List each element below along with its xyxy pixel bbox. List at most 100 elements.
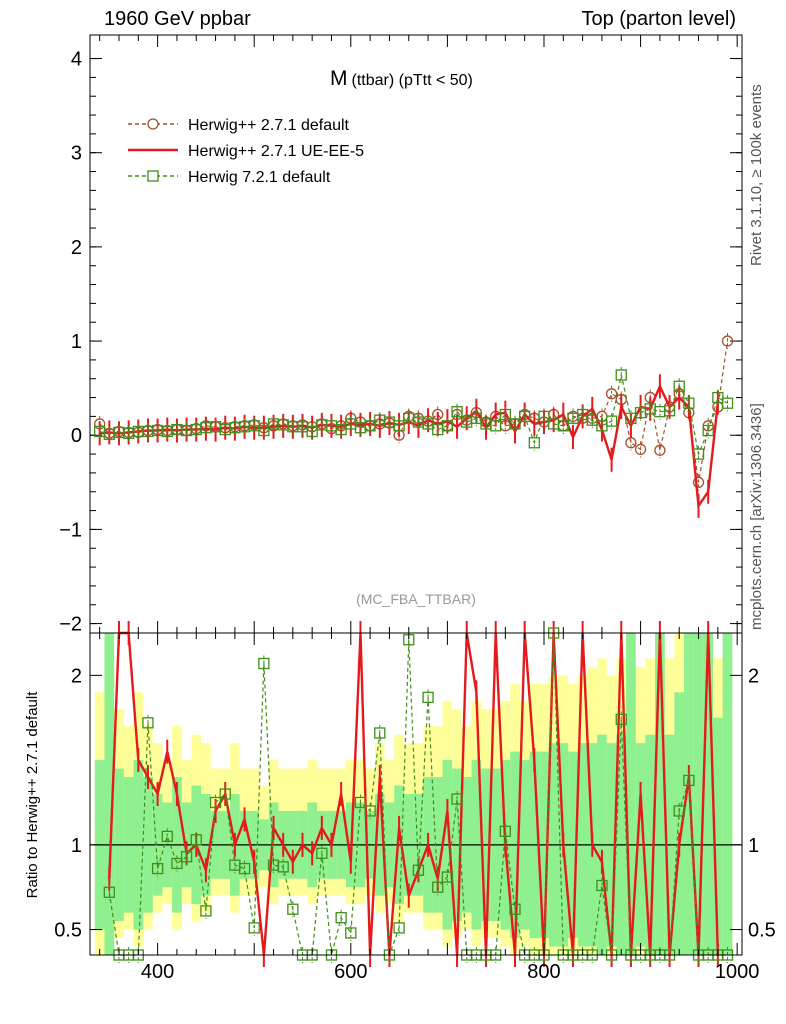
watermark: (MC_FBA_TTBAR) bbox=[356, 591, 476, 607]
band-green bbox=[104, 633, 115, 955]
data-point bbox=[422, 691, 434, 704]
band-green bbox=[693, 633, 704, 955]
data-point bbox=[412, 864, 425, 876]
data-point bbox=[634, 443, 647, 456]
side-label-mcplots: mcplots.cern.ch [arXiv:1306.3436] bbox=[748, 403, 765, 630]
data-point bbox=[422, 418, 434, 430]
data-point bbox=[692, 476, 705, 488]
data-point bbox=[557, 420, 569, 432]
main-ytick-label: 1 bbox=[71, 331, 82, 353]
data-point bbox=[432, 881, 444, 893]
data-point bbox=[538, 410, 550, 423]
data-point bbox=[712, 391, 724, 404]
series-2 bbox=[94, 366, 734, 463]
data-point bbox=[692, 448, 705, 460]
data-point bbox=[151, 862, 164, 875]
data-point bbox=[683, 397, 695, 409]
data-point bbox=[673, 380, 685, 392]
data-point bbox=[519, 410, 531, 423]
data-point bbox=[683, 774, 695, 787]
data-point bbox=[702, 424, 714, 437]
data-point bbox=[316, 847, 328, 859]
data-point bbox=[306, 425, 318, 438]
band-green bbox=[674, 692, 685, 955]
data-point bbox=[586, 414, 598, 426]
data-point bbox=[393, 420, 405, 432]
data-point bbox=[490, 420, 502, 432]
ratio-ytick-label: 1 bbox=[71, 835, 82, 857]
band-green bbox=[626, 633, 636, 955]
data-point bbox=[219, 788, 231, 800]
main-panel: −2 −1 0 1 2 3 4 bbox=[59, 34, 743, 636]
band-green bbox=[722, 633, 733, 955]
data-point bbox=[509, 903, 521, 915]
band-green bbox=[655, 633, 665, 955]
data-point bbox=[721, 397, 734, 409]
data-point bbox=[673, 805, 685, 817]
data-point bbox=[258, 424, 270, 437]
chart-title: M (ttbar) (pTtt < 50) bbox=[330, 67, 473, 90]
legend-label: Herwig++ 2.7.1 default bbox=[188, 117, 350, 134]
ratio-xtick-label: 600 bbox=[334, 961, 367, 983]
ratio-ytick-label-right: 0.5 bbox=[748, 920, 776, 942]
main-ytick-label: 2 bbox=[71, 237, 82, 259]
ratio-ylabel: Ratio to Herwig++ 2.7.1 default bbox=[24, 691, 41, 899]
main-ytick-label: 4 bbox=[71, 49, 82, 71]
series-line bbox=[108, 632, 728, 956]
chart-title-sub: (ttbar) (pTtt < 50) bbox=[352, 72, 473, 89]
ratio-ytick-label: 0.5 bbox=[54, 920, 82, 942]
data-point bbox=[287, 903, 299, 915]
band-green bbox=[703, 633, 714, 955]
ratio-xtick-label: 1000 bbox=[715, 961, 760, 983]
ratio-ytick-label-right: 1 bbox=[748, 835, 759, 857]
chart-title-main: M bbox=[330, 67, 348, 90]
main-ytick-label: −1 bbox=[59, 519, 82, 541]
ratio-panel: 0.5 0.5 1 1 2 2 400 600 800 1000 bbox=[54, 621, 776, 983]
data-point bbox=[335, 912, 347, 924]
side-label-rivet: Rivet 3.1.10, ≥ 100k events bbox=[748, 84, 765, 266]
data-point bbox=[596, 879, 608, 892]
main-ytick-label: 3 bbox=[71, 143, 82, 165]
data-point bbox=[258, 657, 270, 670]
data-point bbox=[615, 369, 627, 381]
data-point bbox=[451, 406, 463, 418]
data-point bbox=[142, 717, 154, 729]
ratio-ytick-label: 2 bbox=[71, 665, 82, 687]
series-line bbox=[99, 341, 729, 483]
ratio-ytick-label-right: 2 bbox=[748, 665, 759, 687]
data-point bbox=[441, 871, 454, 883]
data-point bbox=[248, 922, 260, 934]
legend-label: Herwig++ 2.7.1 UE-EE-5 bbox=[188, 143, 364, 160]
data-point bbox=[161, 830, 173, 843]
series-line bbox=[108, 631, 720, 956]
data-point bbox=[654, 444, 666, 456]
legend-marker bbox=[147, 170, 159, 182]
header-left: 1960 GeV ppbar bbox=[104, 8, 251, 30]
data-point bbox=[335, 423, 347, 436]
data-point bbox=[615, 713, 627, 726]
data-point bbox=[238, 862, 251, 875]
legend: Herwig++ 2.7.1 default Herwig++ 2.7.1 UE-… bbox=[128, 117, 364, 186]
main-ytick-label: 0 bbox=[71, 425, 82, 447]
data-point bbox=[605, 388, 618, 400]
data-point bbox=[200, 905, 212, 917]
data-point bbox=[364, 420, 376, 432]
data-point bbox=[364, 805, 376, 817]
data-point bbox=[180, 851, 193, 863]
data-point bbox=[190, 834, 202, 846]
data-point bbox=[354, 796, 367, 809]
main-ytick-label: −2 bbox=[59, 614, 82, 636]
legend-label: Herwig 7.2.1 default bbox=[188, 169, 331, 186]
data-point bbox=[451, 793, 463, 805]
data-point bbox=[393, 922, 405, 934]
data-point bbox=[209, 796, 222, 809]
ratio-xtick-label: 400 bbox=[141, 961, 174, 983]
data-point bbox=[625, 412, 637, 424]
data-point bbox=[171, 857, 183, 870]
data-point bbox=[441, 420, 454, 432]
ratio-xtick-label: 800 bbox=[527, 961, 560, 983]
band-green bbox=[713, 717, 723, 955]
ratio-frame bbox=[89, 632, 743, 956]
legend-marker bbox=[147, 118, 159, 130]
data-point bbox=[345, 927, 357, 939]
